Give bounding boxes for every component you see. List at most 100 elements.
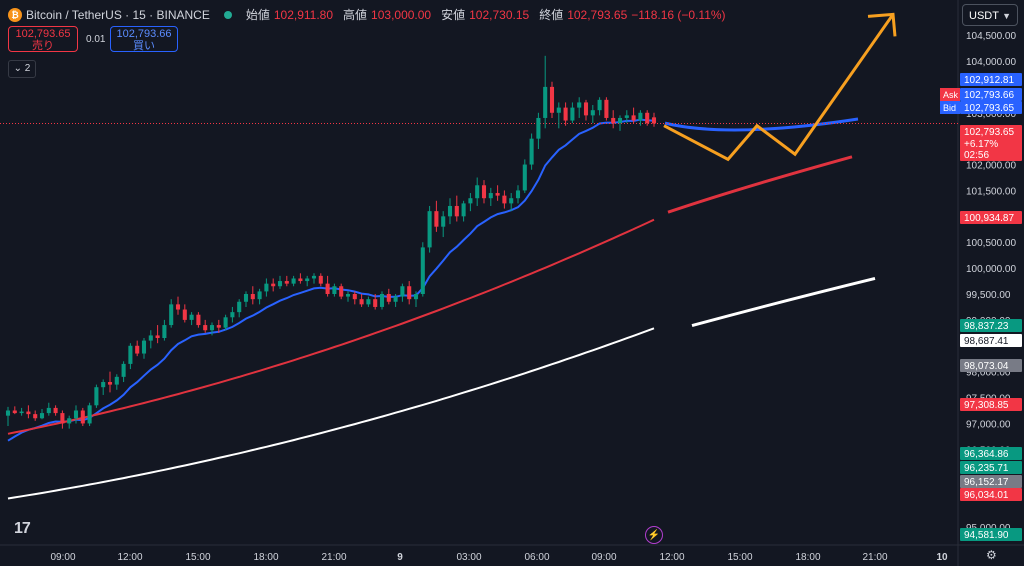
- candle-body[interactable]: [141, 340, 147, 354]
- candle-body[interactable]: [39, 413, 45, 419]
- candle-body[interactable]: [169, 304, 174, 326]
- candle-body[interactable]: [549, 86, 555, 113]
- candle-body[interactable]: [488, 193, 493, 199]
- candle-body[interactable]: [529, 138, 534, 165]
- candle-body[interactable]: [60, 413, 65, 424]
- candle-body[interactable]: [114, 376, 119, 385]
- lightning-icon[interactable]: ⚡: [645, 526, 663, 544]
- candle-body[interactable]: [237, 301, 242, 313]
- candle-body[interactable]: [407, 286, 412, 300]
- candle-body[interactable]: [379, 294, 385, 307]
- sell-button[interactable]: 102,793.65 売り: [8, 26, 78, 52]
- candle-body[interactable]: [522, 164, 527, 191]
- candle-body[interactable]: [121, 363, 126, 377]
- candle-body[interactable]: [577, 102, 582, 108]
- candle-body[interactable]: [645, 112, 650, 124]
- candle-body[interactable]: [359, 299, 364, 305]
- candle-body[interactable]: [305, 278, 310, 282]
- candle-body[interactable]: [413, 294, 419, 300]
- candle-body[interactable]: [155, 335, 160, 339]
- candle-body[interactable]: [128, 345, 133, 364]
- candle-body[interactable]: [5, 410, 11, 416]
- candle-body[interactable]: [318, 275, 323, 284]
- candle-body[interactable]: [203, 325, 208, 331]
- candle-body[interactable]: [33, 414, 38, 419]
- candle-body[interactable]: [400, 286, 405, 297]
- candle-body[interactable]: [345, 294, 351, 297]
- candle-body[interactable]: [277, 281, 283, 287]
- candle-body[interactable]: [631, 115, 636, 121]
- candle-body[interactable]: [590, 110, 595, 116]
- candle-body[interactable]: [311, 275, 317, 279]
- candle-body[interactable]: [509, 198, 514, 204]
- candle-body[interactable]: [291, 278, 296, 284]
- candle-body[interactable]: [216, 325, 221, 328]
- symbol-title[interactable]: Bitcoin / TetherUS · 15 · BINANCE: [26, 7, 210, 22]
- candle-body[interactable]: [468, 198, 473, 204]
- candle-body[interactable]: [135, 345, 140, 354]
- currency-select[interactable]: USDT ▼: [962, 4, 1018, 26]
- tradingview-logo-icon[interactable]: 17: [14, 520, 31, 537]
- candle-body[interactable]: [209, 325, 215, 331]
- candle-body[interactable]: [570, 107, 575, 121]
- candle-body[interactable]: [107, 382, 113, 385]
- candle-body[interactable]: [536, 117, 541, 139]
- candle-body[interactable]: [454, 205, 459, 217]
- candle-body[interactable]: [583, 102, 589, 116]
- candle-body[interactable]: [556, 107, 561, 113]
- gear-icon[interactable]: ⚙: [986, 548, 997, 562]
- candle-body[interactable]: [427, 211, 432, 248]
- candle-body[interactable]: [182, 309, 187, 320]
- candle-body[interactable]: [230, 312, 235, 318]
- candle-body[interactable]: [243, 294, 249, 302]
- candle-body[interactable]: [373, 299, 378, 307]
- candle-body[interactable]: [73, 410, 79, 419]
- candle-body[interactable]: [332, 286, 337, 294]
- candle-body[interactable]: [53, 407, 58, 414]
- candle-body[interactable]: [611, 117, 616, 124]
- candle-body[interactable]: [617, 117, 623, 124]
- candle-body[interactable]: [434, 211, 439, 227]
- candle-body[interactable]: [298, 278, 303, 282]
- candle-body[interactable]: [393, 296, 398, 302]
- candle-body[interactable]: [339, 286, 344, 297]
- candle-body[interactable]: [46, 407, 51, 414]
- candle-body[interactable]: [495, 193, 500, 196]
- candle-body[interactable]: [271, 283, 276, 287]
- candle-body[interactable]: [366, 299, 371, 305]
- candle-body[interactable]: [638, 112, 643, 121]
- candle-body[interactable]: [94, 387, 99, 406]
- candle-body[interactable]: [12, 410, 17, 414]
- candle-body[interactable]: [148, 335, 153, 341]
- candle-body[interactable]: [162, 325, 167, 339]
- candle-body[interactable]: [447, 205, 453, 217]
- candle-body[interactable]: [543, 86, 548, 118]
- candle-body[interactable]: [604, 99, 609, 118]
- candle-body[interactable]: [325, 283, 330, 294]
- buy-button[interactable]: 102,793.66 買い: [110, 26, 178, 52]
- candle-body[interactable]: [196, 314, 201, 326]
- candle-body[interactable]: [257, 291, 262, 300]
- candle-body[interactable]: [481, 185, 487, 199]
- candle-body[interactable]: [26, 411, 31, 415]
- candle-body[interactable]: [597, 99, 602, 111]
- candle-body[interactable]: [223, 317, 228, 328]
- candle-body[interactable]: [475, 185, 480, 199]
- indicators-toggle[interactable]: ⌄ 2: [8, 60, 36, 78]
- candle-body[interactable]: [19, 411, 24, 414]
- candle-body[interactable]: [67, 418, 72, 424]
- candle-body[interactable]: [420, 247, 425, 294]
- candle-body[interactable]: [502, 195, 507, 204]
- candle-body[interactable]: [250, 294, 255, 300]
- candle-body[interactable]: [386, 294, 391, 302]
- candle-body[interactable]: [441, 216, 446, 227]
- candle-body[interactable]: [175, 304, 181, 310]
- candle-body[interactable]: [515, 190, 521, 199]
- candle-body[interactable]: [80, 410, 85, 424]
- candle-body[interactable]: [189, 314, 194, 320]
- candle-body[interactable]: [101, 382, 106, 388]
- candle-body[interactable]: [352, 294, 357, 300]
- candle-body[interactable]: [651, 117, 657, 124]
- candle-body[interactable]: [461, 203, 466, 217]
